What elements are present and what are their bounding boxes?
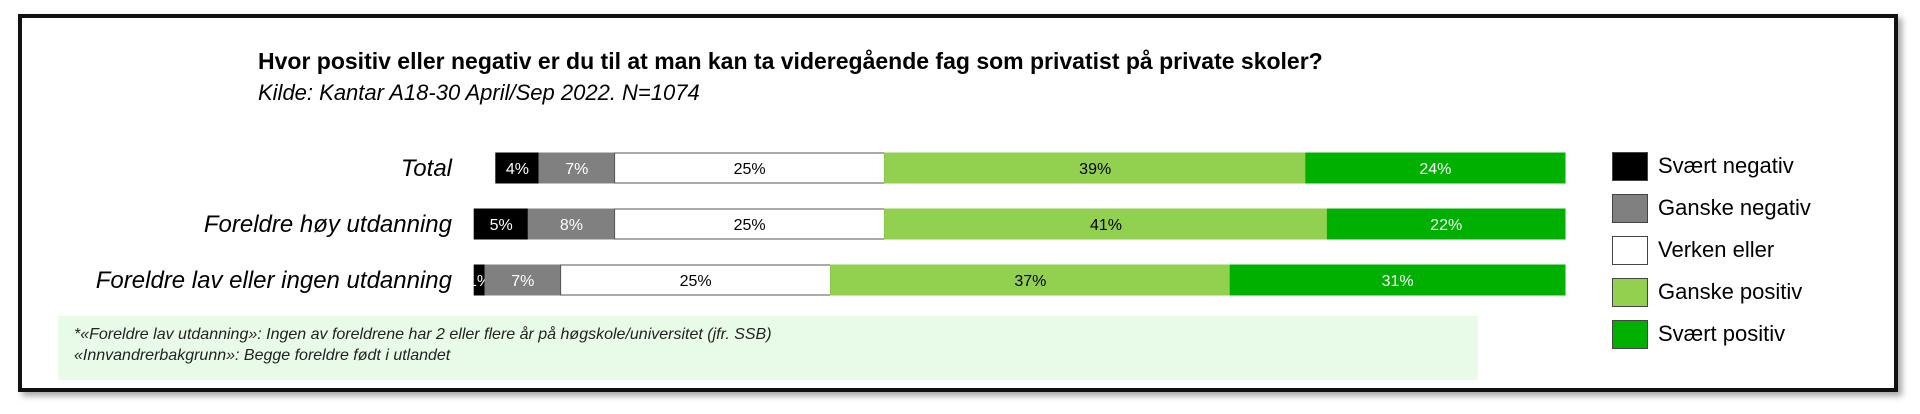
data-label: 37% — [1014, 273, 1046, 290]
bar-segment — [1229, 264, 1566, 296]
legend-label-svaert-positiv: Svært positiv — [1658, 321, 1786, 346]
bar-segment — [495, 152, 540, 184]
legend-label-ganske-negativ: Ganske negativ — [1658, 195, 1811, 220]
legend-swatch-verken-eller — [1612, 236, 1648, 265]
data-label: 4% — [506, 161, 529, 178]
legend-label-verken-eller: Verken eller — [1658, 237, 1775, 262]
bar-segment — [484, 264, 562, 296]
data-label: 39% — [1079, 161, 1111, 178]
data-label: 24% — [1419, 161, 1451, 178]
data-label: 41% — [1090, 217, 1122, 234]
data-label: 25% — [734, 161, 766, 178]
data-label: 25% — [680, 273, 712, 290]
bar-segment — [527, 208, 616, 240]
data-label: 7% — [565, 161, 588, 178]
footnote-line-1: *«Foreldre lav utdanning»: Ingen av fore… — [74, 326, 772, 343]
data-label: 22% — [1430, 217, 1462, 234]
data-label: 8% — [560, 217, 583, 234]
bar-segment — [1305, 152, 1566, 184]
bar-segment — [560, 264, 832, 296]
legend-swatch-svaert-negativ — [1612, 152, 1648, 181]
legend-label-svaert-negativ: Svært negativ — [1658, 153, 1794, 178]
data-label: 25% — [734, 217, 766, 234]
bar-segment — [884, 208, 1328, 240]
bar-segment — [1326, 208, 1566, 240]
chart-title: Hvor positiv eller negativ er du til at … — [258, 48, 1323, 74]
footnote-line-2: «Innvandrerbakgrunn»: Begge foreldre fød… — [74, 347, 451, 364]
footnote-box: *«Foreldre lav utdanning»: Ingen av fore… — [58, 316, 1478, 380]
data-label: 5% — [490, 217, 513, 234]
legend-swatch-ganske-negativ — [1612, 194, 1648, 223]
legend-swatch-ganske-positiv — [1612, 278, 1648, 307]
legend-swatch-svaert-positiv — [1612, 320, 1648, 349]
chart-subtitle: Kilde: Kantar A18-30 April/Sep 2022. N=1… — [258, 80, 700, 105]
data-label: 31% — [1382, 273, 1414, 290]
bar-segment — [473, 208, 529, 240]
legend-label-ganske-positiv: Ganske positiv — [1658, 279, 1803, 304]
bar-segment — [614, 208, 886, 240]
category-label: Foreldre lav eller ingen utdanning — [96, 267, 453, 294]
data-label: 7% — [511, 273, 534, 290]
category-label: Foreldre høy utdanning — [204, 211, 453, 238]
category-label: Total — [401, 155, 453, 182]
